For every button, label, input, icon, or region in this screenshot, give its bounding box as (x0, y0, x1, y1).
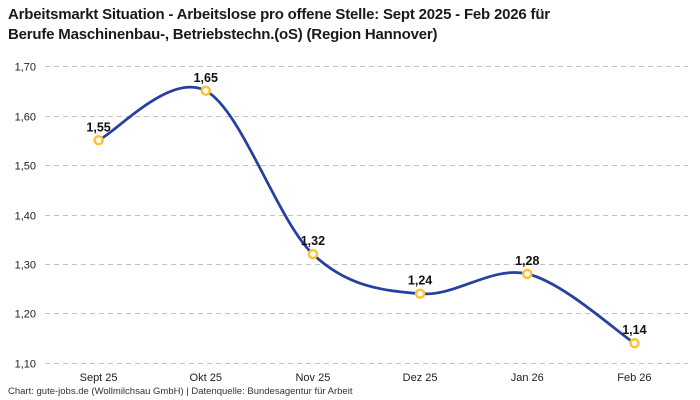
data-point-label: 1,55 (86, 120, 110, 134)
y-axis-tick-label: 1,20 (15, 309, 36, 321)
x-axis-tick-label: Nov 25 (295, 372, 330, 384)
chart-title-line2: Berufe Maschinenbau-, Betriebstechn.(oS)… (8, 26, 438, 43)
data-series-line (97, 85, 636, 345)
x-axis-tick-label: Okt 25 (190, 372, 222, 384)
data-point-label: 1,32 (301, 234, 325, 248)
x-axis-tick-label: Jan 26 (511, 372, 544, 384)
chart-credit: Chart: gute-jobs.de (Wollmilchsau GmbH) … (8, 386, 353, 397)
data-point-label: 1,24 (408, 274, 432, 288)
data-point-marker (414, 288, 426, 299)
data-point-marker (307, 248, 319, 260)
chart-title: Arbeitsmarkt Situation - Arbeitslose pro… (8, 5, 550, 45)
y-axis-tick-label: 1,10 (15, 359, 36, 371)
data-point-marker (629, 337, 640, 349)
y-axis-tick-label: 1,70 (15, 62, 36, 74)
y-axis-tick-label: 1,50 (15, 161, 36, 173)
chart-title-line1: Arbeitsmarkt Situation - Arbeitslose pro… (8, 6, 550, 23)
data-point-marker (93, 135, 104, 146)
data-point-label: 1,28 (515, 254, 539, 268)
y-axis-tick-label: 1,30 (15, 260, 36, 272)
data-point-label: 1,65 (194, 71, 218, 85)
data-point-marker (200, 85, 211, 96)
x-axis-tick-label: Feb 26 (617, 372, 651, 384)
x-axis-tick-label: Dez 25 (403, 372, 438, 384)
y-axis-tick-label: 1,40 (15, 211, 36, 223)
data-point-marker (522, 268, 533, 280)
data-point-label: 1,14 (622, 323, 646, 337)
y-axis-tick-label: 1,60 (15, 112, 36, 124)
x-axis-tick-label: Sept 25 (80, 372, 118, 384)
